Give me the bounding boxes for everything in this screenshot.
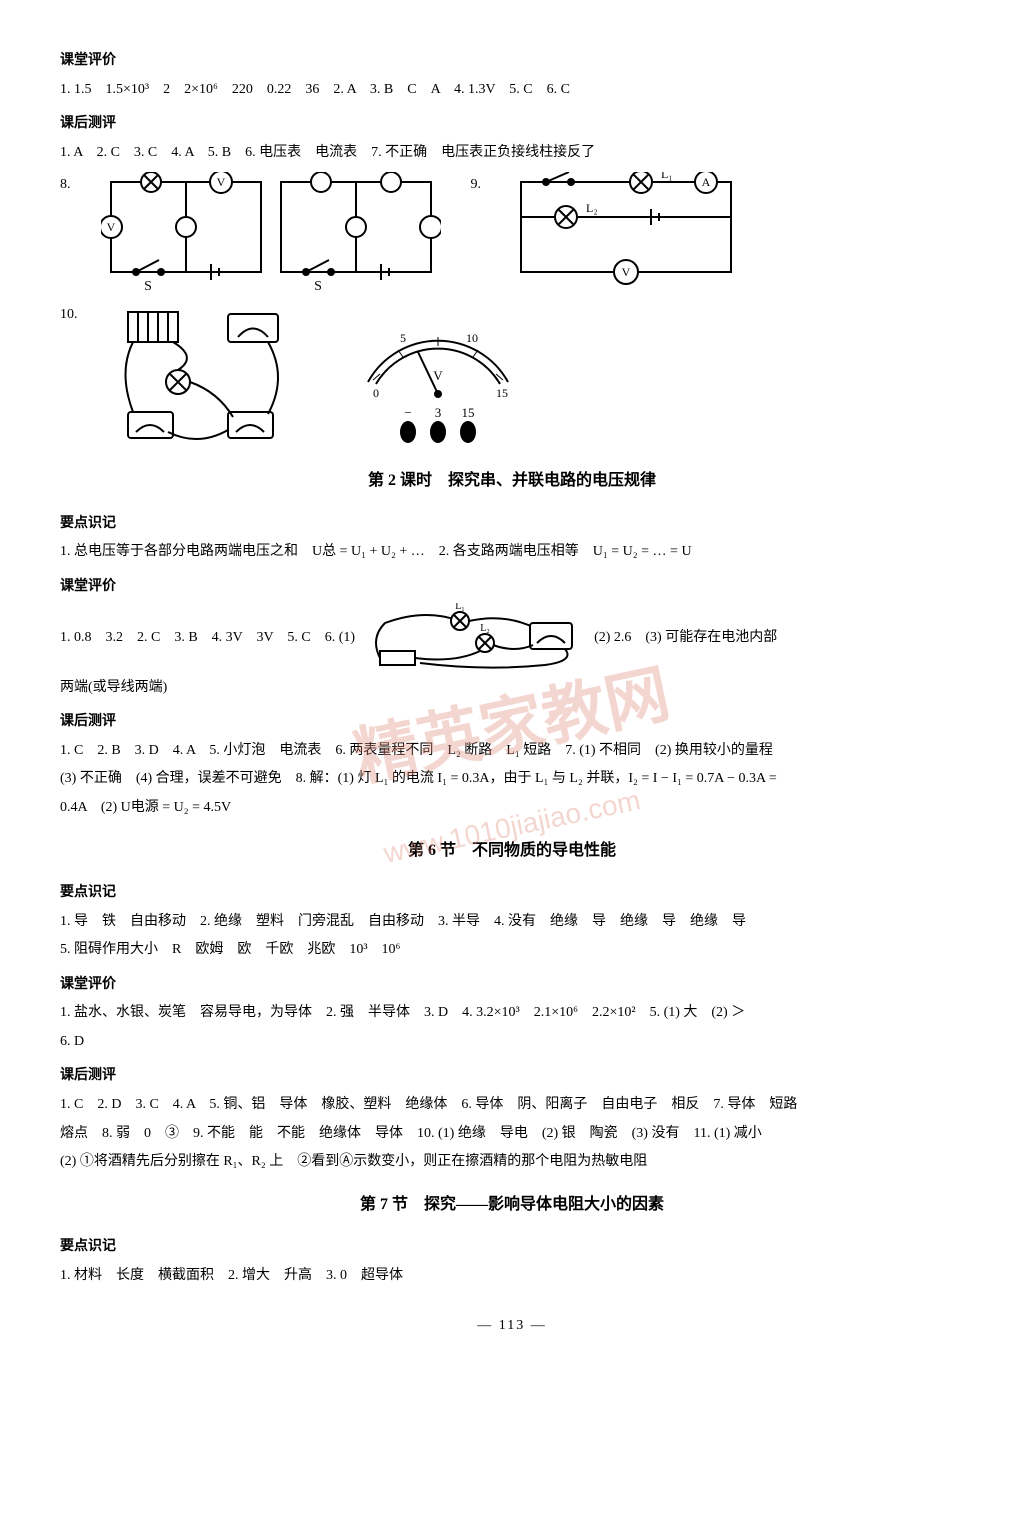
q10-label: 10. [60, 302, 78, 329]
section-title-9: 要点识记 [60, 1234, 964, 1261]
label-L2: L₂ [586, 201, 598, 215]
circuit-diagram-8: L₁ V V S [101, 172, 441, 292]
label-L1: L₁ [145, 172, 157, 173]
answer-line: 5. 阻碍作用大小 R 欧姆 欧 千欧 兆欧 10³ 10⁶ [60, 937, 964, 964]
s4-part-b: (2) 2.6 (3) 可能存在电池内部 [594, 630, 777, 645]
term-3: 3 [434, 405, 441, 420]
section-title-2: 课后测评 [60, 111, 964, 138]
s4-part-a: 1. 0.8 3.2 2. C 3. B 4. 3V 3V 5. C 6. (1… [60, 630, 355, 645]
label-V: V [216, 175, 225, 189]
diagram-row-10: 10. [60, 302, 964, 452]
lesson-7-title: 第 7 节 探究——影响导体电阻大小的因素 [60, 1190, 964, 1220]
section-title-3: 要点识记 [60, 511, 964, 538]
answer-line: 熔点 8. 弱 0 ③ 9. 不能 能 不能 绝缘体 导体 10. (1) 绝缘… [60, 1121, 964, 1148]
page-number: — 113 — [60, 1313, 964, 1340]
term-15: 15 [461, 405, 474, 420]
answer-line: 1. 1.5 1.5×10³ 2 2×10⁶ 220 0.22 36 2. A … [60, 77, 964, 104]
section-title-4: 课堂评价 [60, 574, 964, 601]
inline-circuit-6: L₁ L₂ [365, 603, 585, 673]
lesson-2-title: 第 2 课时 探究串、并联电路的电压规律 [60, 466, 964, 496]
circuit-sketch-10 [108, 302, 308, 452]
section-title-6: 要点识记 [60, 880, 964, 907]
answer-line: 1. C 2. D 3. C 4. A 5. 铜、铝 导体 橡胶、塑料 绝缘体 … [60, 1092, 964, 1119]
section-title-5: 课后测评 [60, 709, 964, 736]
gauge-V: V [433, 368, 443, 383]
answer-line: 1. A 2. C 3. C 4. A 5. B 6. 电压表 电流表 7. 不… [60, 140, 964, 167]
answer-line: 两端(或导线两端) [60, 675, 964, 702]
label-A: A [702, 175, 711, 189]
label-L1: L₁ [455, 603, 465, 612]
term-neg: − [404, 405, 411, 420]
label-V2: V [106, 220, 115, 234]
section-title-7: 课堂评价 [60, 972, 964, 999]
gauge-0: 0 [373, 386, 379, 400]
answer-line-with-diagram: 1. 0.8 3.2 2. C 3. B 4. 3V 3V 5. C 6. (1… [60, 603, 964, 673]
answer-line: 6. D [60, 1029, 964, 1056]
diagram-row-8-9: 8. L₁ V V [60, 172, 964, 292]
answer-line: 1. 导 铁 自由移动 2. 绝缘 塑料 门旁混乱 自由移动 3. 半导 4. … [60, 909, 964, 936]
answer-line: 1. 材料 长度 横截面积 2. 增大 升高 3. 0 超导体 [60, 1263, 964, 1290]
label-S: S [144, 279, 152, 292]
circuit-diagram-9: L₁ A L₂ V [511, 172, 751, 292]
answer-line: (3) 不正确 (4) 合理，误差不可避免 8. 解：(1) 灯 L₁ 的电流 … [60, 766, 964, 793]
answer-line: 1. 总电压等于各部分电路两端电压之和 U总 = U₁ + U₂ + … 2. … [60, 539, 964, 566]
voltmeter-gauge-10: 0 5 10 15 V − 3 15 [338, 302, 538, 452]
label-S2: S [314, 279, 322, 292]
label-L2: L₂ [480, 623, 490, 634]
answer-line: 0.4A (2) U电源 = U₂ = 4.5V [60, 795, 964, 822]
gauge-15: 15 [496, 386, 508, 400]
q8-label: 8. [60, 172, 71, 199]
gauge-10: 10 [466, 331, 478, 345]
gauge-5: 5 [400, 331, 406, 345]
q9-label: 9. [471, 172, 482, 199]
section-title-8: 课后测评 [60, 1063, 964, 1090]
label-V: V [622, 265, 631, 279]
answer-line: 1. 盐水、水银、炭笔 容易导电，为导体 2. 强 半导体 3. D 4. 3.… [60, 1000, 964, 1027]
section-title-1: 课堂评价 [60, 48, 964, 75]
answer-line: 1. C 2. B 3. D 4. A 5. 小灯泡 电流表 6. 两表量程不同… [60, 738, 964, 765]
label-L1: L₁ [661, 172, 673, 181]
answer-line: (2) ①将酒精先后分别擦在 R₁、R₂ 上 ②看到Ⓐ示数变小，则正在擦酒精的那… [60, 1149, 964, 1176]
lesson-6-title: 第 6 节 不同物质的导电性能 [60, 836, 964, 866]
